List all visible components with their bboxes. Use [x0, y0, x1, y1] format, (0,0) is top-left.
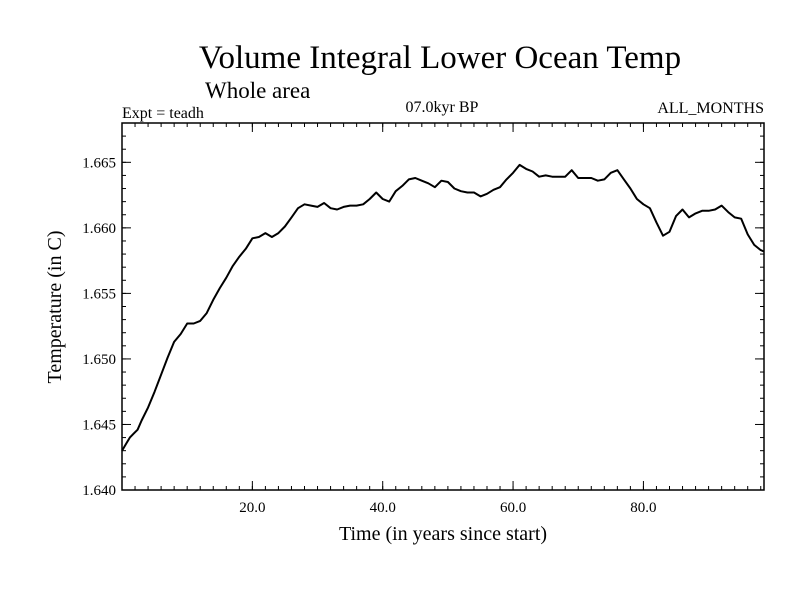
- y-tick-label: 1.665: [82, 155, 116, 171]
- x-tick-label: 60.0: [500, 500, 526, 516]
- experiment-label: Expt = teadh: [122, 105, 204, 122]
- x-tick-label: 80.0: [630, 500, 656, 516]
- y-tick-label: 1.640: [82, 483, 116, 499]
- plot-frame: [121, 122, 765, 491]
- y-tick-label: 1.655: [82, 286, 116, 302]
- y-tick-label: 1.660: [82, 221, 116, 237]
- y-tick-label: 1.650: [82, 352, 116, 368]
- period-label: 07.0kyr BP: [406, 99, 479, 116]
- x-axis-title: Time (in years since start): [339, 523, 547, 545]
- x-tick-label: 40.0: [370, 500, 396, 516]
- axis-ticks: [122, 123, 764, 491]
- chart-title: Volume Integral Lower Ocean Temp: [199, 40, 681, 76]
- y-tick-label: 1.645: [82, 417, 116, 433]
- axis-tick-labels: 20.0 40.0 60.0 80.0 1.640 1.645 1.650 1.655 1.66…: [82, 155, 656, 516]
- x-tick-label: 20.0: [239, 500, 265, 516]
- chart-subtitle: Whole area: [205, 78, 310, 103]
- y-axis-title: Temperature (in C): [44, 231, 66, 384]
- months-label: ALL_MONTHS: [657, 100, 764, 117]
- temperature-series-line: [121, 163, 765, 452]
